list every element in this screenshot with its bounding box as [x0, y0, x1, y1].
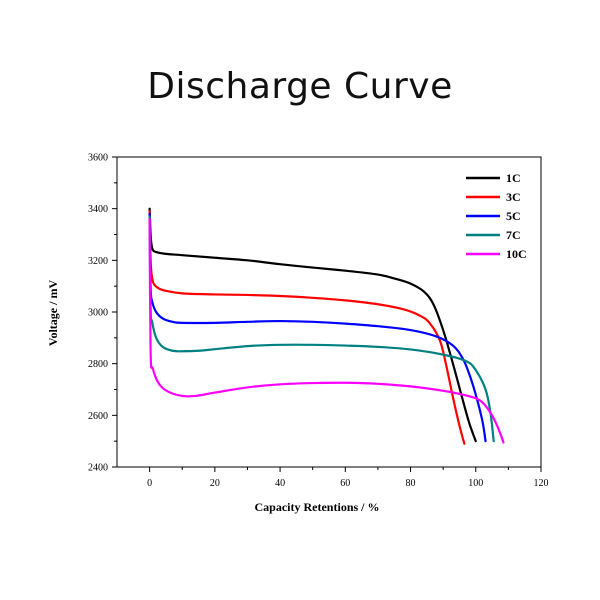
- legend-label-7c: 7C: [506, 228, 521, 242]
- y-tick-label: 2800: [88, 359, 108, 370]
- x-tick-label: 100: [468, 478, 483, 489]
- y-tick-label: 3600: [88, 153, 108, 164]
- plot-frame: [116, 156, 542, 468]
- x-tick-label: 80: [406, 478, 416, 489]
- y-tick-label: 3200: [88, 256, 108, 267]
- series-line-7c: [148, 215, 495, 443]
- page-title: Discharge Curve: [147, 66, 453, 107]
- y-tick-label: 2400: [88, 463, 108, 474]
- y-tick-label: 3000: [88, 308, 108, 319]
- series-line-3c: [148, 210, 466, 445]
- legend-label-3c: 3C: [506, 190, 521, 204]
- series-line-10c: [148, 217, 505, 444]
- x-tick-label: 20: [210, 478, 220, 489]
- x-tick-label: 0: [147, 478, 152, 489]
- series-line-1c: [148, 207, 477, 443]
- y-tick-label: 2600: [88, 411, 108, 422]
- series-line-5c: [148, 212, 487, 443]
- x-axis-label: Capacity Retentions / %: [255, 500, 380, 514]
- legend-label-1c: 1C: [506, 171, 521, 185]
- x-tick-label: 120: [534, 478, 549, 489]
- y-tick-label: 3400: [88, 204, 108, 215]
- legend-label-10c: 10C: [506, 247, 527, 261]
- y-axis-label: Voltage / mV: [46, 280, 60, 347]
- x-tick-label: 60: [340, 478, 350, 489]
- legend-label-5c: 5C: [506, 209, 521, 223]
- x-tick-label: 40: [275, 478, 285, 489]
